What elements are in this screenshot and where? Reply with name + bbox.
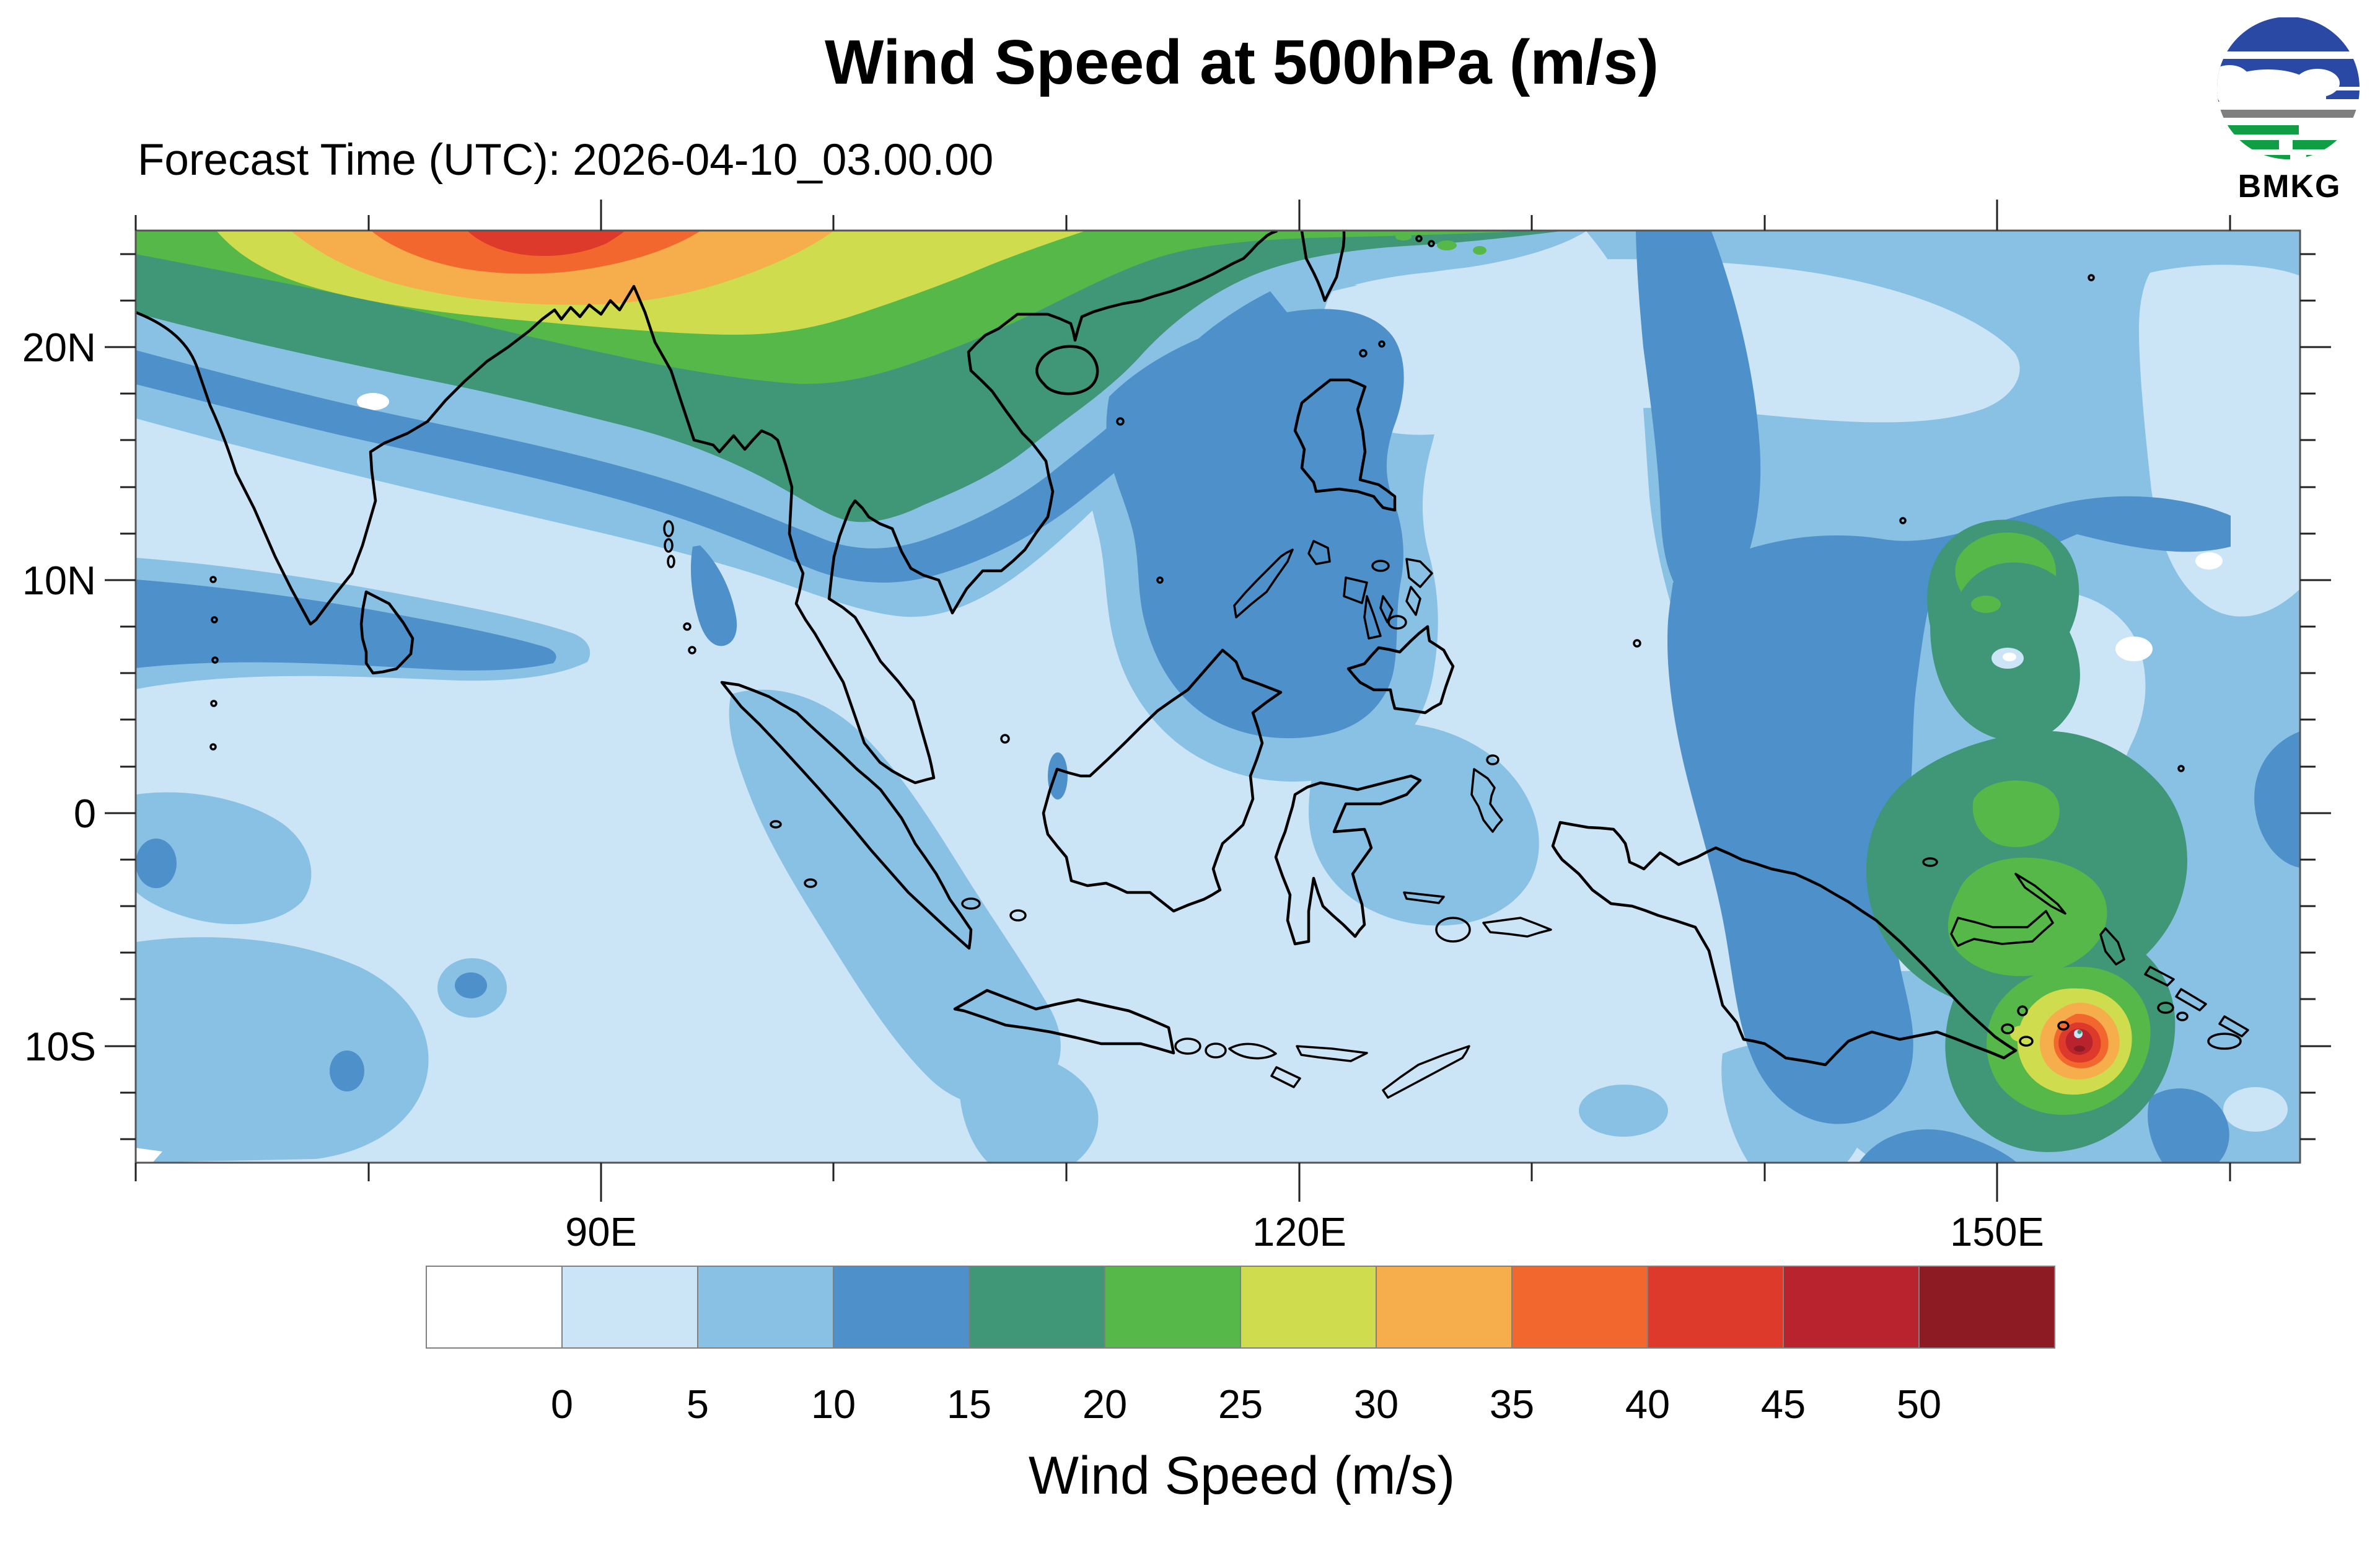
bmkg-logo: BMKG — [2217, 17, 2360, 205]
colorbar-cell — [426, 1266, 563, 1349]
lon-tick-label: 90E — [565, 1209, 637, 1254]
forecast-time: Forecast Time (UTC): 2026-04-10_03.00.00 — [138, 136, 993, 185]
colorbar-cell — [1104, 1266, 1241, 1349]
lon-tick-label: 150E — [1950, 1209, 2044, 1254]
colorbar-cell — [1376, 1266, 1513, 1349]
colorbar-value-label: 50 — [1897, 1381, 1941, 1427]
wind-speed-contour-map — [136, 231, 2300, 1163]
colorbar-title: Wind Speed (m/s) — [1029, 1446, 1455, 1505]
lat-tick-label: 10N — [22, 558, 96, 603]
colorbar-cell — [968, 1266, 1105, 1349]
colorbar-value-label: 10 — [811, 1381, 856, 1427]
colorbar-value-label: 25 — [1218, 1381, 1263, 1427]
bmkg-logo-icon — [2217, 17, 2360, 159]
colorbar-value-label: 35 — [1490, 1381, 1534, 1427]
colorbar-cell — [1783, 1266, 1920, 1349]
axis-ticks — [105, 200, 2331, 1202]
map-frame — [134, 229, 2301, 1164]
contour-fill-10-15 — [136, 231, 2300, 1163]
coastlines — [136, 231, 2249, 1099]
colorbar-cell — [697, 1266, 834, 1349]
lat-tick-label: 10S — [24, 1024, 96, 1069]
colorbar-value-label: 0 — [551, 1381, 573, 1427]
cyclone-core — [1991, 648, 2093, 1055]
colorbar-value-label: 15 — [947, 1381, 991, 1427]
bmkg-logo-text: BMKG — [2238, 169, 2342, 205]
lat-tick-label: 0 — [74, 791, 96, 836]
colorbar-value-label: 20 — [1082, 1381, 1127, 1427]
colorbar-value-label: 5 — [687, 1381, 709, 1427]
colorbar-cell — [1918, 1266, 2055, 1349]
lon-tick-label: 120E — [1252, 1209, 1346, 1254]
axis-labels: 20N 10N 0 10S 90E 120E 150E — [22, 325, 2044, 1254]
colorbar-cell — [561, 1266, 698, 1349]
page-title: Wind Speed at 500hPa (m/s) — [825, 28, 1659, 97]
colorbar-cell — [1511, 1266, 1648, 1349]
colorbar-labels: 0 5 10 15 20 25 30 35 40 45 50 — [551, 1381, 1941, 1427]
colorbar-value-label: 40 — [1625, 1381, 1670, 1427]
colorbar-value-label: 30 — [1354, 1381, 1399, 1427]
colorbar-cell — [1647, 1266, 1784, 1349]
lat-tick-label: 20N — [22, 325, 96, 370]
colorbar-cell — [833, 1266, 970, 1349]
colorbar-value-label: 45 — [1761, 1381, 1806, 1427]
colorbar — [426, 1266, 2055, 1349]
colorbar-cell — [1240, 1266, 1377, 1349]
